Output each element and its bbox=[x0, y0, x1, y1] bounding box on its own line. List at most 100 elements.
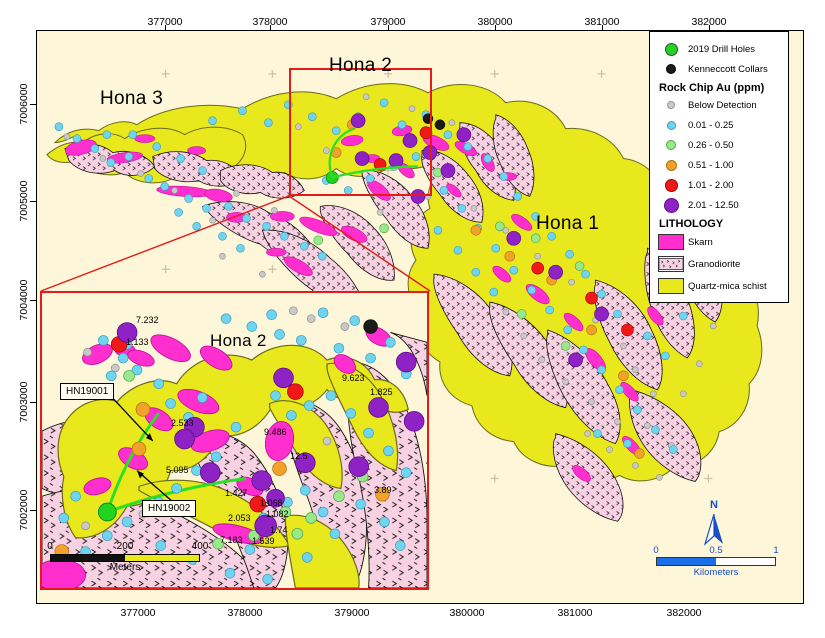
au-class-4-icon bbox=[658, 178, 684, 192]
legend-label: Skarn bbox=[688, 236, 713, 248]
y-tick-label: 7005000 bbox=[18, 180, 30, 222]
drill-hole-traces bbox=[328, 127, 419, 179]
granodiorite-swatch-icon bbox=[658, 256, 684, 272]
legend-item-skarn: Skarn bbox=[658, 231, 782, 253]
y-tick-mark bbox=[30, 510, 36, 511]
legend-header-lithology: LITHOLOGY bbox=[659, 218, 724, 230]
scale-unit: Kilometers bbox=[693, 567, 739, 578]
value-label: 9.486 bbox=[264, 427, 287, 437]
x-tick-label: 382000 bbox=[666, 607, 702, 619]
legend-item-below-detection: Below Detection bbox=[658, 95, 782, 115]
north-letter: N bbox=[710, 499, 718, 511]
scale-bar bbox=[656, 557, 776, 566]
scale-tick: 0.5 bbox=[709, 545, 723, 556]
legend-item-granodiorite: Granodiorite bbox=[658, 253, 782, 275]
y-tick-mark bbox=[30, 201, 36, 202]
x-tick-label: 381000 bbox=[557, 607, 593, 619]
x-tick-label: 378000 bbox=[252, 16, 288, 28]
inset-scale-bar bbox=[50, 554, 200, 562]
x-tick-label: 381000 bbox=[584, 16, 620, 28]
main-scalebar: 0 0.5 1 Kilometers bbox=[653, 545, 779, 578]
legend-label: 2019 Drill Holes bbox=[688, 43, 756, 55]
inset-skarn bbox=[42, 326, 392, 588]
value-label: 7.232 bbox=[136, 315, 159, 325]
x-tick-label: 382000 bbox=[691, 16, 727, 28]
x-tick-label: 379000 bbox=[370, 16, 406, 28]
legend-item-au-0-51-1-00: 0.51 - 1.00 bbox=[658, 155, 782, 175]
value-label: 1.539 bbox=[252, 536, 275, 546]
y-tick-mark bbox=[30, 300, 36, 301]
value-label: 3.89 bbox=[374, 485, 392, 495]
inset-title: Hona 2 bbox=[210, 331, 267, 350]
legend-label: 0.01 - 0.25 bbox=[688, 119, 734, 131]
au-class-2-icon bbox=[658, 140, 684, 150]
area-label-hona-3: Hona 3 bbox=[100, 88, 164, 109]
y-tick-label: 7004000 bbox=[18, 279, 30, 321]
inset-rock-chip-points bbox=[54, 306, 425, 585]
inset-callout-arrows bbox=[110, 396, 178, 506]
inset-scalebar: 0 200 400 Meters bbox=[47, 541, 208, 573]
y-tick-label: 7003000 bbox=[18, 381, 30, 423]
area-label-hona-1: Hona 1 bbox=[536, 213, 600, 234]
scale-tick: 0 bbox=[653, 545, 659, 556]
below-detection-icon bbox=[658, 101, 684, 109]
legend-panel[interactable]: 2019 Drill Holes Kenneccott Collars Rock… bbox=[649, 31, 789, 303]
legend-item-au-0-01-0-25: 0.01 - 0.25 bbox=[658, 115, 782, 135]
legend-item-au-2-01-12-50: 2.01 - 12.50 bbox=[658, 195, 782, 215]
value-label: 1.133 bbox=[126, 337, 149, 347]
value-label: 2.053 bbox=[228, 513, 251, 523]
inset-scale-tick: 400 bbox=[191, 541, 209, 552]
y-tick-mark bbox=[30, 104, 36, 105]
inset-scale-tick: 200 bbox=[116, 541, 134, 552]
legend-item-au-0-26-0-50: 0.26 - 0.50 bbox=[658, 135, 782, 155]
inset-map-canvas bbox=[42, 306, 427, 588]
schist-swatch-icon bbox=[658, 278, 684, 294]
value-label: 1.082 bbox=[266, 509, 289, 519]
legend-label: Granodiorite bbox=[688, 258, 741, 270]
legend-header-rock-chip: Rock Chip Au (ppm) bbox=[659, 82, 765, 94]
scale-tick: 1 bbox=[773, 545, 779, 556]
x-tick-label: 380000 bbox=[477, 16, 513, 28]
legend-item-quartz-mica-schist: Quartz-mica schist bbox=[658, 275, 782, 297]
value-label: 1.427 bbox=[225, 488, 248, 498]
legend-label: 0.26 - 0.50 bbox=[688, 139, 734, 151]
inset-scale-tick: 0 bbox=[47, 541, 53, 552]
callout-hn19001[interactable]: HN19001 bbox=[60, 383, 115, 400]
legend-label: 1.01 - 2.00 bbox=[688, 179, 734, 191]
au-class-1-icon bbox=[658, 120, 684, 130]
value-label: 7.183 bbox=[220, 535, 243, 545]
x-tick-mark bbox=[709, 25, 710, 31]
x-tick-label: 379000 bbox=[334, 607, 370, 619]
x-tick-label: 377000 bbox=[120, 607, 156, 619]
y-tick-label: 7006000 bbox=[18, 83, 30, 125]
x-tick-mark bbox=[495, 25, 496, 31]
legend-item-drill-holes: 2019 Drill Holes bbox=[658, 39, 782, 59]
x-tick-mark bbox=[165, 25, 166, 31]
legend-label: Kenneccott Collars bbox=[688, 63, 768, 75]
legend-label: Quartz-mica schist bbox=[688, 280, 767, 292]
x-tick-mark bbox=[602, 25, 603, 31]
value-label: 1.068 bbox=[260, 498, 283, 508]
legend-item-au-1-01-2-00: 1.01 - 2.00 bbox=[658, 175, 782, 195]
x-tick-label: 380000 bbox=[449, 607, 485, 619]
y-tick-label: 7002000 bbox=[18, 489, 30, 531]
value-label: 5.095 bbox=[166, 465, 189, 475]
inset-map[interactable]: Hona 2 HN19001 HN19002 7.232 1.133 2.533… bbox=[40, 291, 429, 590]
legend-label: 0.51 - 1.00 bbox=[688, 159, 734, 171]
callout-hn19002[interactable]: HN19002 bbox=[142, 500, 197, 517]
au-class-5-icon bbox=[658, 197, 684, 213]
legend-label: 2.01 - 12.50 bbox=[688, 199, 739, 211]
value-label: 9.623 bbox=[342, 373, 365, 383]
inset-scale-unit: Meters bbox=[109, 562, 141, 573]
legend-item-kennecott-collars: Kenneccott Collars bbox=[658, 59, 782, 79]
x-tick-mark bbox=[388, 25, 389, 31]
au-class-3-icon bbox=[658, 159, 684, 171]
x-tick-mark bbox=[270, 25, 271, 31]
drill-hole-icon bbox=[658, 42, 684, 56]
value-label: 1.74 bbox=[270, 525, 288, 535]
north-arrow-icon bbox=[703, 513, 723, 546]
value-label: 4.95 bbox=[426, 457, 427, 467]
collar-icon bbox=[658, 64, 684, 74]
value-label: 2.533 bbox=[171, 418, 194, 428]
